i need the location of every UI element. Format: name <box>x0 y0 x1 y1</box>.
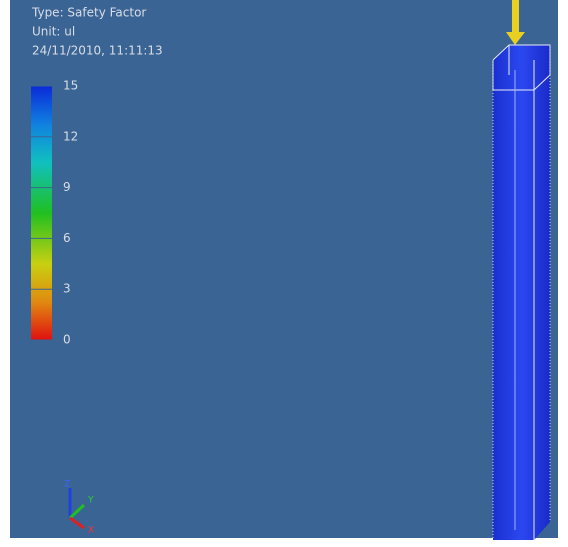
legend-tick-label: 9 <box>63 180 71 194</box>
legend-tick-label: 0 <box>63 333 71 347</box>
legend-tick-label: 6 <box>63 231 71 245</box>
result-unit: Unit: ul <box>32 25 75 39</box>
result-type: Type: Safety Factor <box>31 6 146 20</box>
viewport-background <box>10 0 558 538</box>
beam-body <box>493 45 550 540</box>
result-timestamp: 24/11/2010, 11:11:13 <box>32 44 163 58</box>
triad-z-label: Z <box>64 480 70 490</box>
legend-tick-label: 3 <box>63 282 71 296</box>
triad-x-label: X <box>88 526 94 536</box>
triad-y-label: Y <box>87 496 94 506</box>
legend-tick-label: 12 <box>63 129 78 143</box>
load-arrow-shaft <box>512 0 519 32</box>
beam-model <box>493 0 550 540</box>
color-bar <box>31 86 52 340</box>
legend-tick-label: 15 <box>63 79 78 93</box>
viewport: Type: Safety Factor Unit: ul 24/11/2010,… <box>0 0 568 543</box>
